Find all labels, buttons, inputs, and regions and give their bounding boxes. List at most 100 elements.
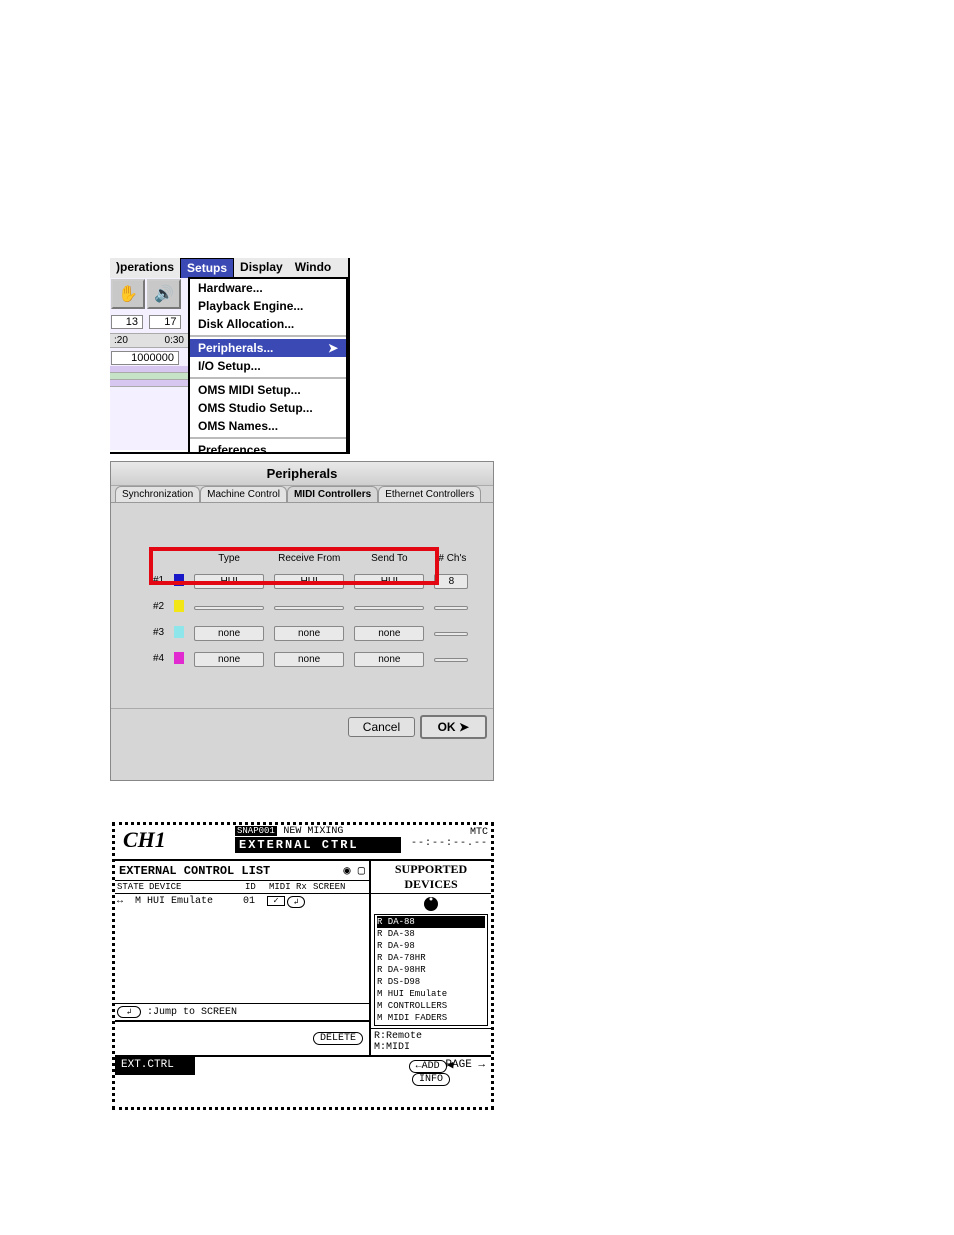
jump-icon: ↲ xyxy=(117,1006,141,1018)
col-id: ID xyxy=(245,882,269,892)
type-select[interactable]: none xyxy=(194,626,264,641)
control-list-row[interactable]: ↔MHUI Emulate01✓↲ xyxy=(115,894,369,910)
menuitem-io-setup[interactable]: I/O Setup... xyxy=(190,357,346,375)
col-state: STATE xyxy=(117,882,149,892)
cursor-icon: ➤ xyxy=(459,720,469,734)
lcd-screen: CH1 SNAP001 NEW MIXING EXTERNAL CTRL MTC… xyxy=(112,822,494,1110)
channels-select[interactable] xyxy=(434,658,468,662)
type-select[interactable]: none xyxy=(194,652,264,667)
type-letter: M xyxy=(135,896,147,908)
track-stripe xyxy=(110,366,188,373)
ok-label: OK xyxy=(438,720,456,734)
hand-tool-icon[interactable]: ✋ xyxy=(111,279,145,309)
device-item[interactable]: R DS-D98 xyxy=(377,976,485,988)
supported-devices: SUPPORTED DEVICES R DA-88R DA-38R DA-98R… xyxy=(371,861,491,1055)
channels-select[interactable] xyxy=(434,606,468,610)
tab-ethernet-controllers[interactable]: Ethernet Controllers xyxy=(378,486,481,502)
toolbar-area: ✋ 🔊 13 17 :20 0:30 1000000 xyxy=(110,278,188,450)
value-box: 0:30 xyxy=(161,334,188,347)
peripherals-dialog: Peripherals Synchronization Machine Cont… xyxy=(110,461,494,781)
snapshot-name: NEW MIXING xyxy=(283,826,343,837)
menuitem-oms-names[interactable]: OMS Names... xyxy=(190,417,346,435)
row-index: #4 xyxy=(149,646,168,670)
list-title: EXTERNAL CONTROL LIST xyxy=(119,864,270,878)
color-swatch xyxy=(174,574,184,586)
external-control-list: EXTERNAL CONTROL LIST ◉ ▢ STATE DEVICE I… xyxy=(115,861,371,1055)
menuitem-oms-studio[interactable]: OMS Studio Setup... xyxy=(190,399,346,417)
ok-button[interactable]: OK ➤ xyxy=(420,715,487,739)
menubar: )perations Setups Display Windo xyxy=(110,258,348,279)
midi-rx-checkbox[interactable]: ✓ xyxy=(267,896,285,906)
controllers-table: Type Receive From Send To # Ch's #1 HUI HU… xyxy=(147,549,476,672)
menuitem-oms-midi[interactable]: OMS MIDI Setup... xyxy=(190,381,346,399)
col-send: Send To xyxy=(350,551,428,566)
snapshot-tag: SNAP001 xyxy=(235,826,277,836)
col-device: DEVICE xyxy=(149,882,245,892)
menuitem-peripherals[interactable]: Peripherals... ➤ xyxy=(190,339,346,357)
controller-row: #4 none none none xyxy=(149,646,474,670)
dialog-buttons: Cancel OK ➤ xyxy=(111,708,493,745)
legend-midi: M:MIDI xyxy=(374,1042,488,1053)
device-item[interactable]: M CONTROLLERS xyxy=(377,1000,485,1012)
receive-select[interactable] xyxy=(274,606,344,610)
controller-row: #1 HUI HUI HUI 8 xyxy=(149,568,474,592)
type-select[interactable]: HUI xyxy=(194,574,264,589)
device-item[interactable]: R DA-38 xyxy=(377,928,485,940)
menuitem-disk-allocation[interactable]: Disk Allocation... xyxy=(190,315,346,333)
value-box: :20 xyxy=(110,334,132,347)
receive-select[interactable]: HUI xyxy=(274,574,344,589)
dialog-body: Type Receive From Send To # Ch's #1 HUI HU… xyxy=(111,503,493,745)
send-select[interactable] xyxy=(354,606,424,610)
speaker-tool-icon[interactable]: 🔊 xyxy=(147,279,181,309)
devices-title-2: DEVICES xyxy=(404,877,457,891)
channels-select[interactable] xyxy=(434,632,468,636)
device-id: 01 xyxy=(243,896,267,908)
screen-icon[interactable]: ↲ xyxy=(287,896,305,908)
cancel-button[interactable]: Cancel xyxy=(348,717,415,737)
value-box: 1000000 xyxy=(111,351,179,365)
col-screen: SCREEN xyxy=(313,882,367,892)
menuitem-preferences[interactable]: Preferences... xyxy=(190,441,346,454)
track-stripe xyxy=(110,373,188,380)
menuitem-hardware[interactable]: Hardware... xyxy=(190,279,346,297)
device-item[interactable]: M HUI Emulate xyxy=(377,988,485,1000)
menuitem-playback[interactable]: Playback Engine... xyxy=(190,297,346,315)
jump-label: :Jump to SCREEN xyxy=(147,1007,237,1018)
knob-icon[interactable] xyxy=(371,894,491,914)
device-item[interactable]: R DA-98 xyxy=(377,940,485,952)
lcd-header: CH1 SNAP001 NEW MIXING EXTERNAL CTRL MTC… xyxy=(115,825,491,859)
row-index: #1 xyxy=(149,568,168,592)
row-index: #3 xyxy=(149,620,168,644)
controller-row: #2 xyxy=(149,594,474,618)
send-select[interactable]: none xyxy=(354,626,424,641)
menu-display[interactable]: Display xyxy=(234,258,289,278)
tab-synchronization[interactable]: Synchronization xyxy=(115,486,200,502)
table-header: Type Receive From Send To # Ch's xyxy=(149,551,474,566)
delete-button[interactable]: DELETE xyxy=(313,1032,363,1045)
device-item[interactable]: R DA-78HR xyxy=(377,952,485,964)
device-item[interactable]: R DA-88 xyxy=(377,916,485,928)
menu-windows[interactable]: Windo xyxy=(289,258,338,278)
footer-tab-extctrl[interactable]: EXT.CTRL xyxy=(115,1057,195,1075)
devices-list[interactable]: R DA-88R DA-38R DA-98R DA-78HRR DA-98HRR… xyxy=(374,914,488,1026)
tab-machine-control[interactable]: Machine Control xyxy=(200,486,287,502)
tab-midi-controllers[interactable]: MIDI Controllers xyxy=(287,486,378,502)
send-select[interactable]: HUI xyxy=(354,574,424,589)
color-swatch xyxy=(174,600,184,612)
menu-operations[interactable]: )perations xyxy=(110,258,180,278)
col-channels: # Ch's xyxy=(430,551,474,566)
col-type: Type xyxy=(190,551,268,566)
legend-remote: R:Remote xyxy=(374,1031,488,1042)
device-item[interactable]: R DA-98HR xyxy=(377,964,485,976)
channels-select[interactable]: 8 xyxy=(434,574,468,589)
device-item[interactable]: M MIDI FADERS xyxy=(377,1012,485,1024)
knob-icon: ◉ ▢ xyxy=(343,863,365,878)
menu-setups[interactable]: Setups xyxy=(180,258,234,278)
receive-select[interactable]: none xyxy=(274,652,344,667)
footer-page[interactable]: PAGE → xyxy=(439,1057,491,1075)
devices-title-1: SUPPORTED xyxy=(395,862,467,876)
type-select[interactable] xyxy=(194,606,264,610)
receive-select[interactable]: none xyxy=(274,626,344,641)
send-select[interactable]: none xyxy=(354,652,424,667)
track-stripe xyxy=(110,380,188,387)
